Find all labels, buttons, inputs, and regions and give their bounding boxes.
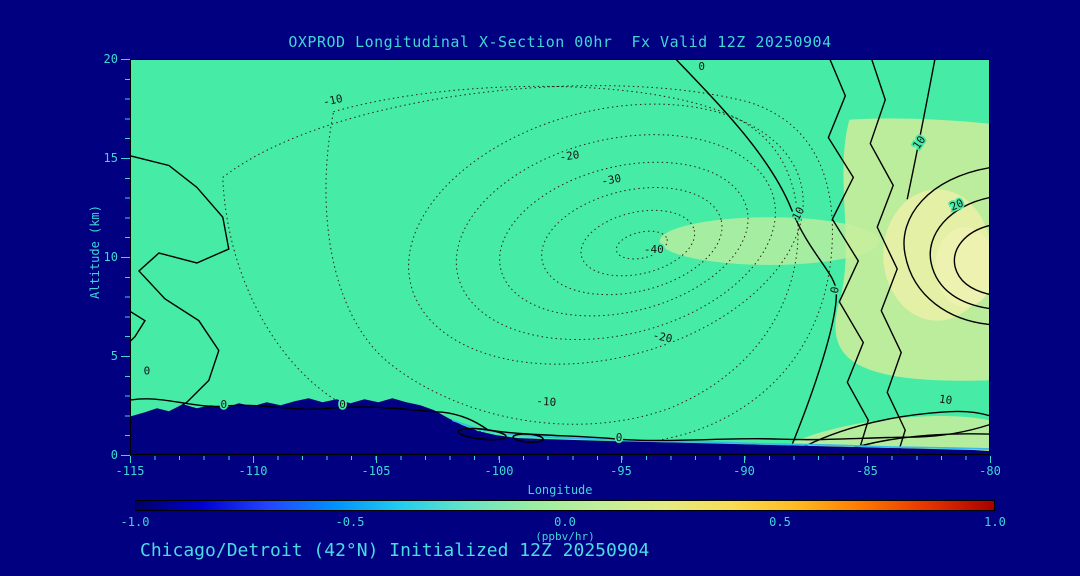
x-tick xyxy=(499,456,500,463)
contour-label: -10 xyxy=(536,395,557,409)
y-tick-label: 5 xyxy=(110,349,118,363)
positive-contours-solid xyxy=(131,60,989,454)
chart-title: OXPROD Longitudinal X-Section 00hr Fx Va… xyxy=(288,33,832,51)
y-tick xyxy=(121,356,130,357)
contour-labels: -10 -20 -30 -40 -20 -10 0 0 0 0 0 10 0 2… xyxy=(142,60,967,446)
plot-area: -10 -20 -30 -40 -20 -10 0 0 0 0 0 10 0 2… xyxy=(130,59,990,455)
x-tick xyxy=(867,456,868,463)
colorbar-tick-label: -1.0 xyxy=(120,515,150,529)
x-tick-label: -80 xyxy=(979,464,1001,478)
terrain-highlight xyxy=(451,419,989,450)
y-tick-label: 0 xyxy=(110,448,118,462)
colorbar-tick-label: 0.0 xyxy=(554,515,576,529)
x-tick xyxy=(253,456,254,463)
contour-label: 0 xyxy=(339,398,346,411)
figure-caption: Chicago/Detroit (42°N) Initialized 12Z 2… xyxy=(140,540,650,561)
colorbar-tick-label: -0.5 xyxy=(335,515,365,529)
colorbar xyxy=(135,500,995,511)
x-tick xyxy=(990,456,991,463)
small-closed-contour xyxy=(512,433,544,443)
x-tick-label: -105 xyxy=(361,464,391,478)
x-tick xyxy=(130,456,131,463)
y-tick xyxy=(121,59,130,60)
y-tick xyxy=(121,257,130,258)
contour-label: 0 xyxy=(698,60,705,73)
y-tick xyxy=(121,158,130,159)
contour-label: -30 xyxy=(600,172,622,188)
x-tick-label: -110 xyxy=(238,464,268,478)
contour-label: 10 xyxy=(938,392,953,407)
small-closed-contour xyxy=(457,427,507,441)
contour-label: 0 xyxy=(144,364,151,377)
positive-shading xyxy=(659,118,989,454)
x-tick xyxy=(744,456,745,463)
y-tick-label: 10 xyxy=(103,250,118,264)
x-tick-label: -85 xyxy=(856,464,878,478)
x-tick-label: -115 xyxy=(115,464,145,478)
colorbar-tick-label: 1.0 xyxy=(984,515,1006,529)
x-tick xyxy=(376,456,377,463)
x-axis-label: Longitude xyxy=(527,483,593,497)
x-tick-label: -95 xyxy=(610,464,632,478)
contour-label: -40 xyxy=(644,243,664,256)
x-tick-label: -90 xyxy=(733,464,755,478)
contour-label: -10 xyxy=(322,92,344,109)
y-tick-label: 15 xyxy=(103,151,118,165)
colorbar-tick-label: 0.5 xyxy=(769,515,791,529)
terrain-zero-contour xyxy=(131,398,989,442)
x-axis-minor-ticks xyxy=(130,456,991,460)
contour-label: 0 xyxy=(615,431,622,444)
colorbar-gradient xyxy=(136,501,994,510)
x-tick xyxy=(621,456,622,463)
colorbar-units-label: (ppbv/hr) xyxy=(535,530,595,543)
plot-svg: -10 -20 -30 -40 -20 -10 0 0 0 0 0 10 0 2… xyxy=(131,60,989,454)
contour-label: -20 xyxy=(651,329,673,346)
contour-label: 0 xyxy=(220,398,227,411)
terrain-silhouette xyxy=(131,398,989,454)
y-tick-label: 20 xyxy=(103,52,118,66)
x-tick-label: -100 xyxy=(484,464,514,478)
y-tick xyxy=(121,455,130,456)
contour-label: -20 xyxy=(559,148,580,164)
